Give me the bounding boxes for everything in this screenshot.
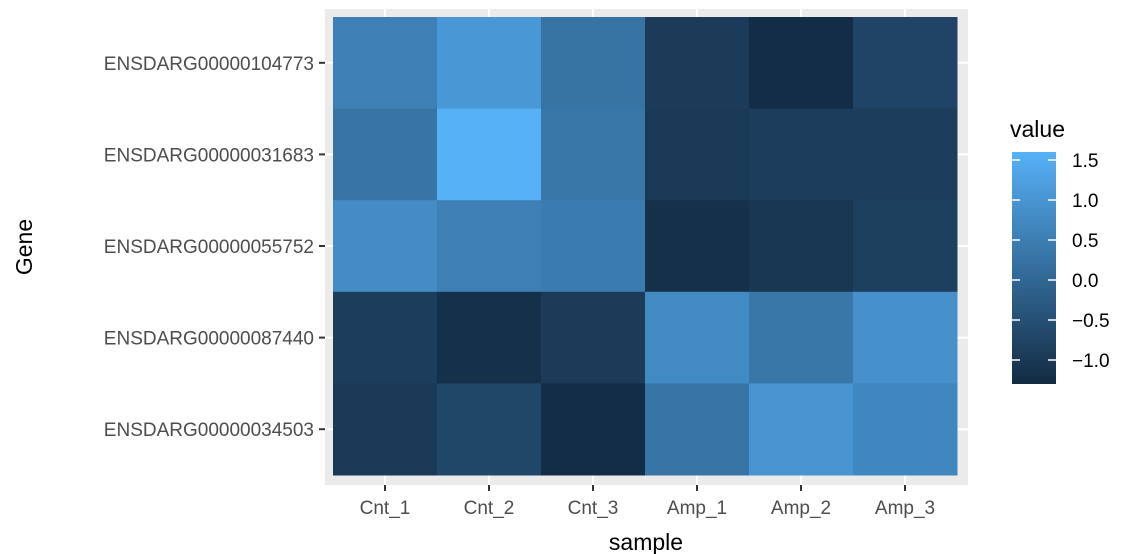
heatmap-cell — [645, 108, 750, 201]
y-tick-label: ENSDARG00000034503 — [104, 420, 314, 441]
legend-tick-label: 0.5 — [1072, 231, 1098, 252]
heatmap-cell — [645, 383, 750, 476]
heatmap-cell — [333, 108, 438, 201]
y-tick-label: ENSDARG00000087440 — [104, 329, 314, 350]
heatmap-cell — [437, 291, 542, 384]
x-axis: Cnt_1 Cnt_2 Cnt_3 Amp_1 Amp_2 Amp_3 — [360, 485, 935, 519]
heatmap-cell — [437, 17, 542, 110]
heatmap-cell — [645, 291, 750, 384]
heatmap-cell — [645, 17, 750, 110]
legend-tick-label: 1.5 — [1072, 151, 1098, 172]
y-axis-title: Gene — [11, 219, 37, 275]
x-tick-label: Amp_3 — [875, 498, 935, 519]
x-tick-label: Cnt_3 — [568, 498, 619, 519]
heatmap-cell — [541, 200, 646, 293]
heatmap-cell — [437, 200, 542, 293]
legend-title: value — [1010, 116, 1065, 142]
x-tick-label: Cnt_1 — [360, 498, 411, 519]
heatmap-cell — [749, 383, 854, 476]
legend-tick-label: 0.0 — [1072, 271, 1098, 292]
heatmap-cell — [749, 291, 854, 384]
y-tick-label: ENSDARG00000055752 — [104, 237, 314, 258]
y-axis: ENSDARG00000104773 ENSDARG00000031683 ENSD… — [104, 54, 325, 441]
heatmap-cell — [853, 200, 958, 293]
heatmap-cell — [333, 383, 438, 476]
heatmap-cell — [541, 108, 646, 201]
x-tick-label: Cnt_2 — [464, 498, 515, 519]
heatmap-cells — [333, 17, 958, 476]
heatmap-cell — [333, 200, 438, 293]
legend-tick-label: 1.0 — [1072, 191, 1098, 212]
heatmap-cell — [853, 383, 958, 476]
legend-colorbar — [1012, 152, 1056, 384]
x-axis-title: sample — [609, 529, 683, 554]
legend: value 1.5 1.0 0.5 0.0 −0.5 −1.0 — [1010, 116, 1110, 384]
y-tick-label: ENSDARG00000104773 — [104, 54, 314, 75]
heatmap-cell — [853, 108, 958, 201]
heatmap-cell — [437, 108, 542, 201]
heatmap-cell — [541, 17, 646, 110]
heatmap-cell — [749, 17, 854, 110]
heatmap-cell — [853, 17, 958, 110]
x-tick-label: Amp_1 — [667, 498, 727, 519]
x-tick-label: Amp_2 — [771, 498, 831, 519]
heatmap-cell — [645, 200, 750, 293]
legend-tick-label: −0.5 — [1072, 311, 1110, 332]
heatmap-cell — [749, 108, 854, 201]
heatmap-cell — [541, 291, 646, 384]
heatmap-cell — [437, 383, 542, 476]
y-tick-label: ENSDARG00000031683 — [104, 145, 314, 166]
heatmap-cell — [333, 17, 438, 110]
heatmap-cell — [853, 291, 958, 384]
heatmap-cell — [333, 291, 438, 384]
heatmap-cell — [541, 383, 646, 476]
legend-tick-label: −1.0 — [1072, 351, 1110, 372]
heatmap-cell — [749, 200, 854, 293]
